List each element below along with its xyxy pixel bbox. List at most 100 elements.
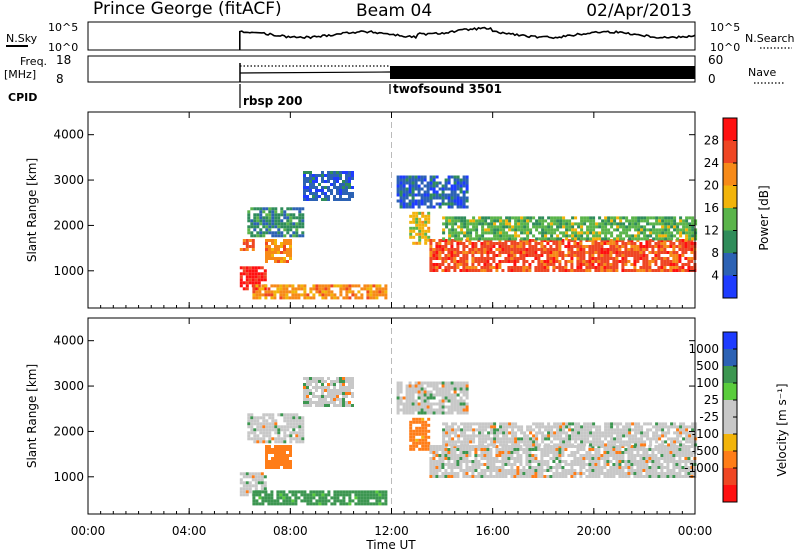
heatmap-cell: [351, 171, 354, 174]
heatmap-cell: [523, 434, 527, 438]
heatmap-cell: [247, 434, 251, 438]
heatmap-cell: [421, 235, 425, 239]
heatmap-cell: [375, 296, 379, 300]
heatmap-cell: [262, 219, 266, 223]
heatmap-cell: [682, 443, 686, 447]
heatmap-cell: [438, 242, 442, 245]
heatmap-cell: [260, 266, 264, 270]
heatmap-cell: [571, 428, 575, 432]
heatmap-cell: [265, 207, 269, 211]
heatmap-cell: [685, 225, 689, 229]
heatmap-cell: [511, 443, 515, 447]
heatmap-cell: [646, 228, 650, 232]
heatmap-cell: [451, 222, 455, 226]
heatmap-cell: [283, 466, 286, 469]
heatmap-cell: [505, 234, 509, 238]
heatmap-cell: [282, 293, 286, 297]
heatmap-cell: [687, 269, 691, 272]
heatmap-cell: [474, 454, 478, 457]
heatmap-cell: [268, 210, 272, 214]
heatmap-cell: [280, 463, 283, 466]
heatmap-cell: [274, 245, 277, 248]
heatmap-cell: [646, 434, 650, 438]
heatmap-cell: [283, 434, 287, 438]
heatmap-cell: [673, 219, 677, 223]
heatmap-cell: [589, 231, 593, 235]
heatmap-cell: [447, 257, 451, 260]
heatmap-cell: [583, 443, 587, 447]
heatmap-cell: [297, 287, 301, 291]
heatmap-cell: [573, 469, 577, 472]
heatmap-cell: [426, 205, 430, 209]
heatmap-cell: [409, 432, 413, 436]
heatmap-cell: [651, 245, 655, 248]
heatmap-cell: [483, 454, 487, 457]
heatmap-cell: [529, 437, 533, 441]
heatmap-cell: [345, 490, 349, 494]
heatmap-cell: [450, 466, 454, 469]
heatmap-cell: [454, 431, 458, 435]
heatmap-cell: [280, 413, 284, 417]
heatmap-cell: [286, 239, 289, 242]
heatmap-cell: [504, 454, 508, 457]
heatmap-cell: [465, 178, 469, 182]
heatmap-cell: [627, 463, 631, 466]
heatmap-cell: [588, 248, 592, 251]
heatmap-cell: [669, 472, 673, 475]
heatmap-cell: [472, 219, 476, 223]
heatmap-cell: [600, 472, 604, 475]
heatmap-cell: [291, 490, 295, 494]
heatmap-cell: [432, 251, 436, 254]
heatmap-cell: [411, 181, 415, 185]
heatmap-cell: [639, 445, 643, 448]
heatmap-cell: [493, 425, 497, 429]
heatmap-cell: [499, 237, 503, 241]
heatmap-cell: [426, 405, 430, 409]
heatmap-cell: [621, 472, 625, 475]
heatmap-cell: [342, 398, 345, 401]
heatmap-cell: [442, 231, 446, 235]
freq-label-2: [MHz]: [4, 68, 36, 81]
heatmap-cell: [306, 392, 309, 395]
heatmap-cell: [684, 269, 688, 272]
heatmap-cell: [451, 431, 455, 435]
heatmap-cell: [438, 448, 442, 451]
heatmap-cell: [678, 269, 682, 272]
heatmap-cell: [457, 434, 461, 438]
heatmap-cell: [441, 251, 445, 254]
heatmap-cell: [444, 178, 448, 182]
heatmap-cell: [445, 225, 449, 229]
heatmap-cell: [462, 460, 466, 463]
heatmap-cell: [438, 463, 442, 466]
heatmap-cell: [630, 448, 634, 451]
heatmap-cell: [456, 411, 460, 415]
heatmap-cell: [288, 499, 292, 503]
heatmap-cell: [495, 263, 499, 266]
heatmap-cell: [624, 251, 628, 254]
heatmap-cell: [690, 445, 694, 448]
velocity-colorbar-tick-label: -500: [692, 444, 719, 458]
heatmap-cell: [622, 425, 626, 429]
heatmap-cell: [456, 205, 460, 209]
heatmap-cell: [465, 457, 469, 460]
heatmap-cell: [579, 463, 583, 466]
heatmap-cell: [426, 381, 430, 385]
heatmap-cell: [495, 448, 499, 451]
heatmap-cell: [381, 490, 385, 494]
heatmap-cell: [528, 239, 532, 242]
heatmap-cell: [283, 448, 286, 451]
heatmap-cell: [457, 225, 461, 229]
heatmap-cell: [274, 431, 278, 435]
heatmap-cell: [468, 466, 472, 469]
heatmap-cell: [682, 428, 686, 432]
heatmap-cell: [684, 263, 688, 266]
heatmap-cell: [253, 228, 257, 232]
heatmap-cell: [531, 260, 535, 263]
heatmap-cell: [483, 242, 487, 245]
heatmap-cell: [496, 434, 500, 438]
heatmap-cell: [540, 454, 544, 457]
heatmap-cell: [456, 263, 460, 266]
heatmap-cell: [583, 428, 587, 432]
heatmap-cell: [676, 237, 680, 241]
